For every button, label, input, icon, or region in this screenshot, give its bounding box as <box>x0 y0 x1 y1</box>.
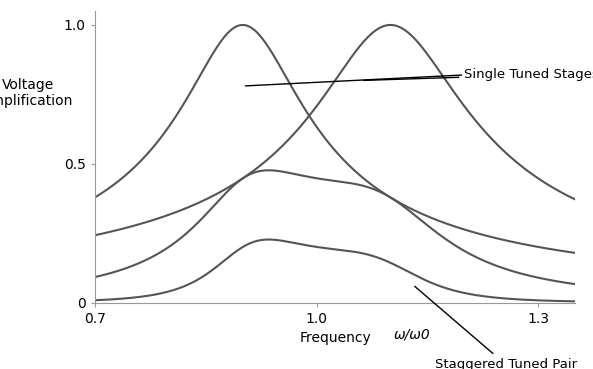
Y-axis label: Voltage
Amplification: Voltage Amplification <box>0 77 74 108</box>
X-axis label: Frequency: Frequency <box>299 331 371 345</box>
Text: Staggered Tuned Pair: Staggered Tuned Pair <box>415 286 577 369</box>
Text: Single Tuned Stages: Single Tuned Stages <box>364 68 593 82</box>
Text: ω/ω0: ω/ω0 <box>394 328 431 342</box>
